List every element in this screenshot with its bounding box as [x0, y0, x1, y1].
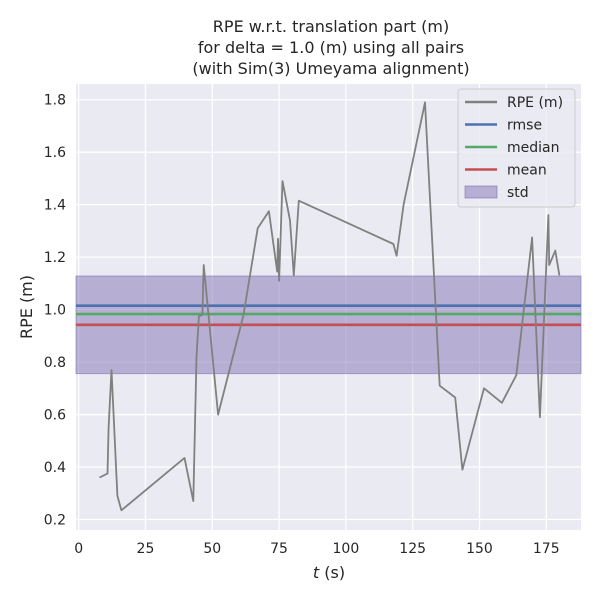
- rpe-series-line: [99, 101, 561, 512]
- x-axis-label-unit: (s): [319, 563, 345, 582]
- chart-title: RPE w.r.t. translation part (m) for delt…: [192, 17, 469, 78]
- y-tick-label: 0.8: [44, 355, 66, 371]
- y-tick-label: 0.4: [44, 460, 66, 476]
- legend-swatch: [464, 185, 498, 199]
- y-tick-label: 0.6: [44, 408, 66, 424]
- x-tick-label: 25: [137, 541, 155, 557]
- y-tick-label: 1.4: [44, 198, 66, 214]
- x-axis-label-variable: t: [313, 563, 320, 582]
- legend: RPE (m) rmse median mean std: [457, 88, 576, 208]
- y-tick-label: 1.8: [44, 93, 66, 109]
- y-tick-labels: 0.2 0.4 0.6 0.8 1.0 1.2 1.4 1.6 1.8: [44, 93, 66, 529]
- y-tick-label: 1.6: [44, 145, 66, 161]
- legend-box: [457, 88, 576, 208]
- legend-label: std: [507, 185, 529, 201]
- x-tick-label: 125: [399, 541, 426, 557]
- legend-label: RPE (m): [507, 95, 563, 111]
- x-tick-label: 150: [466, 541, 493, 557]
- y-tick-label: 0.2: [44, 513, 66, 529]
- x-tick-label: 50: [203, 541, 221, 557]
- x-tick-label: 175: [533, 541, 560, 557]
- x-tick-labels: 0 25 50 75 100 125 150 175: [74, 541, 559, 557]
- legend-label: median: [507, 140, 559, 156]
- x-tick-label: 100: [333, 541, 360, 557]
- x-axis-label: t (s): [313, 563, 345, 582]
- legend-label: mean: [507, 163, 547, 179]
- y-axis-label: RPE (m): [17, 275, 36, 339]
- title-line-2: for delta = 1.0 (m) using all pairs: [198, 38, 464, 57]
- x-tick-label: 0: [74, 541, 83, 557]
- title-line-1: RPE w.r.t. translation part (m): [213, 17, 449, 36]
- y-tick-label: 1.2: [44, 250, 66, 266]
- legend-label: rmse: [507, 118, 542, 134]
- title-line-3: (with Sim(3) Umeyama alignment): [192, 59, 469, 78]
- y-tick-label: 1.0: [44, 303, 66, 319]
- x-tick-label: 75: [270, 541, 288, 557]
